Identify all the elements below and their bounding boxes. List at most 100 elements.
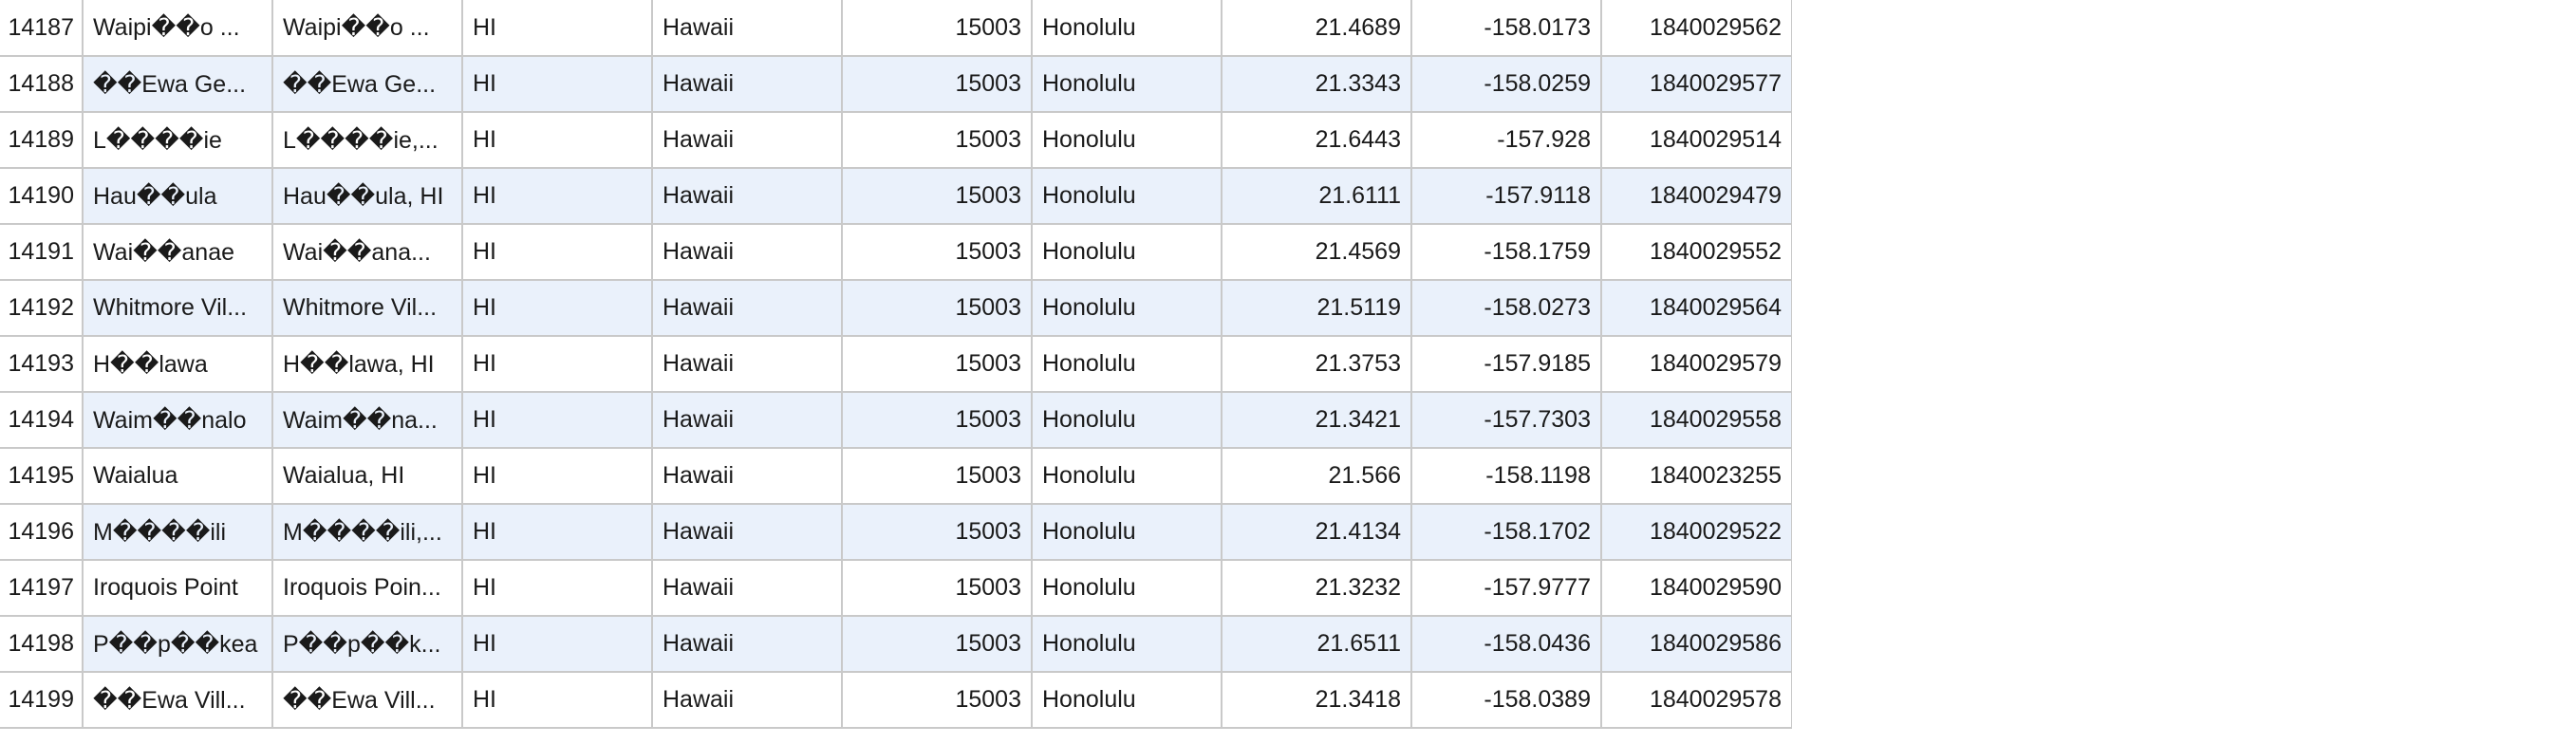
row-number[interactable]: 14187	[0, 0, 84, 57]
cell-state-name[interactable]: Hawaii	[652, 392, 843, 449]
cell-state-id[interactable]: HI	[462, 616, 653, 673]
cell-id[interactable]: 1840029590	[1601, 560, 1792, 617]
cell-county-fips[interactable]: 15003	[842, 56, 1033, 113]
cell-county-fips[interactable]: 15003	[842, 336, 1033, 393]
cell-lng[interactable]: -158.0259	[1411, 56, 1602, 113]
cell-city[interactable]: Whitmore Vil...	[83, 280, 273, 337]
cell-city[interactable]: M����ili	[83, 504, 273, 561]
cell-lat[interactable]: 21.6443	[1222, 112, 1412, 169]
cell-state-id[interactable]: HI	[462, 672, 653, 729]
cell-id[interactable]: 1840029578	[1601, 672, 1792, 729]
cell-state-name[interactable]: Hawaii	[652, 280, 843, 337]
cell-lat[interactable]: 21.4134	[1222, 504, 1412, 561]
cell-lng[interactable]: -157.9777	[1411, 560, 1602, 617]
table-row[interactable]: 14193 H��lawa H��lawa, HI HI Hawaii 15003 Hono…	[0, 336, 1792, 393]
cell-city-state[interactable]: Waialua, HI	[272, 448, 463, 505]
cell-state-name[interactable]: Hawaii	[652, 112, 843, 169]
table-row[interactable]: 14191 Wai��anae Wai��ana... HI Hawaii 15003 Ho…	[0, 224, 1792, 281]
cell-lat[interactable]: 21.6511	[1222, 616, 1412, 673]
cell-city[interactable]: Wai��anae	[83, 224, 273, 281]
cell-id[interactable]: 1840029522	[1601, 504, 1792, 561]
cell-city[interactable]: L����ie	[83, 112, 273, 169]
table-row[interactable]: 14197 Iroquois Point Iroquois Poin... HI Haw…	[0, 560, 1792, 617]
cell-lat[interactable]: 21.566	[1222, 448, 1412, 505]
cell-county-name[interactable]: Honolulu	[1032, 56, 1223, 113]
row-number[interactable]: 14198	[0, 616, 84, 673]
row-number[interactable]: 14191	[0, 224, 84, 281]
row-number[interactable]: 14194	[0, 392, 84, 449]
cell-lng[interactable]: -157.9118	[1411, 168, 1602, 225]
cell-county-fips[interactable]: 15003	[842, 224, 1033, 281]
cell-county-fips[interactable]: 15003	[842, 560, 1033, 617]
cell-state-name[interactable]: Hawaii	[652, 448, 843, 505]
cell-id[interactable]: 1840029558	[1601, 392, 1792, 449]
cell-county-name[interactable]: Honolulu	[1032, 392, 1223, 449]
cell-id[interactable]: 1840023255	[1601, 448, 1792, 505]
cell-city-state[interactable]: P��p��k...	[272, 616, 463, 673]
cell-county-name[interactable]: Honolulu	[1032, 0, 1223, 57]
cell-county-name[interactable]: Honolulu	[1032, 168, 1223, 225]
cell-county-fips[interactable]: 15003	[842, 392, 1033, 449]
cell-county-name[interactable]: Honolulu	[1032, 280, 1223, 337]
table-row[interactable]: 14188 ��Ewa Ge... ��Ewa Ge... HI Hawaii 15003…	[0, 56, 1792, 113]
table-row[interactable]: 14189 L����ie L����ie,... HI Hawaii 15003 Hono…	[0, 112, 1792, 169]
cell-city-state[interactable]: Hau��ula, HI	[272, 168, 463, 225]
cell-county-name[interactable]: Honolulu	[1032, 112, 1223, 169]
cell-city-state[interactable]: Wai��ana...	[272, 224, 463, 281]
cell-lng[interactable]: -157.7303	[1411, 392, 1602, 449]
cell-lat[interactable]: 21.3753	[1222, 336, 1412, 393]
cell-city[interactable]: Iroquois Point	[83, 560, 273, 617]
cell-state-name[interactable]: Hawaii	[652, 560, 843, 617]
table-row[interactable]: 14196 M����ili M����ili,... HI Hawaii 15003 Ho…	[0, 504, 1792, 561]
row-number[interactable]: 14189	[0, 112, 84, 169]
table-row[interactable]: 14190 Hau��ula Hau��ula, HI HI Hawaii 15003 Ho…	[0, 168, 1792, 225]
cell-lng[interactable]: -158.1702	[1411, 504, 1602, 561]
cell-state-id[interactable]: HI	[462, 560, 653, 617]
cell-lng[interactable]: -157.9185	[1411, 336, 1602, 393]
cell-lat[interactable]: 21.6111	[1222, 168, 1412, 225]
cell-lat[interactable]: 21.3418	[1222, 672, 1412, 729]
row-number[interactable]: 14192	[0, 280, 84, 337]
cell-lng[interactable]: -158.0173	[1411, 0, 1602, 57]
cell-county-name[interactable]: Honolulu	[1032, 336, 1223, 393]
cell-county-name[interactable]: Honolulu	[1032, 224, 1223, 281]
cell-state-id[interactable]: HI	[462, 504, 653, 561]
row-number[interactable]: 14188	[0, 56, 84, 113]
table-row[interactable]: 14194 Waim��nalo Waim��na... HI Hawaii 15003 H…	[0, 392, 1792, 449]
cell-state-id[interactable]: HI	[462, 224, 653, 281]
cell-lng[interactable]: -158.1198	[1411, 448, 1602, 505]
cell-county-fips[interactable]: 15003	[842, 504, 1033, 561]
cell-city[interactable]: ��Ewa Vill...	[83, 672, 273, 729]
cell-city-state[interactable]: ��Ewa Ge...	[272, 56, 463, 113]
cell-city[interactable]: P��p��kea	[83, 616, 273, 673]
cell-state-id[interactable]: HI	[462, 392, 653, 449]
cell-id[interactable]: 1840029577	[1601, 56, 1792, 113]
row-number[interactable]: 14199	[0, 672, 84, 729]
cell-county-fips[interactable]: 15003	[842, 448, 1033, 505]
cell-city[interactable]: Hau��ula	[83, 168, 273, 225]
cell-lat[interactable]: 21.3232	[1222, 560, 1412, 617]
cell-lat[interactable]: 21.4569	[1222, 224, 1412, 281]
cell-lat[interactable]: 21.5119	[1222, 280, 1412, 337]
cell-id[interactable]: 1840029562	[1601, 0, 1792, 57]
cell-lng[interactable]: -158.0389	[1411, 672, 1602, 729]
cell-city-state[interactable]: H��lawa, HI	[272, 336, 463, 393]
cell-state-id[interactable]: HI	[462, 0, 653, 57]
cell-id[interactable]: 1840029514	[1601, 112, 1792, 169]
cell-state-id[interactable]: HI	[462, 112, 653, 169]
cell-state-name[interactable]: Hawaii	[652, 504, 843, 561]
cell-city-state[interactable]: Iroquois Poin...	[272, 560, 463, 617]
cell-state-id[interactable]: HI	[462, 56, 653, 113]
table-row[interactable]: 14195 Waialua Waialua, HI HI Hawaii 15003 Hono…	[0, 448, 1792, 505]
cell-county-fips[interactable]: 15003	[842, 112, 1033, 169]
cell-county-name[interactable]: Honolulu	[1032, 448, 1223, 505]
table-row[interactable]: 14198 P��p��kea P��p��k... HI Hawaii 15003 Hon…	[0, 616, 1792, 673]
cell-county-fips[interactable]: 15003	[842, 0, 1033, 57]
cell-state-name[interactable]: Hawaii	[652, 0, 843, 57]
cell-county-name[interactable]: Honolulu	[1032, 672, 1223, 729]
row-number[interactable]: 14195	[0, 448, 84, 505]
cell-lat[interactable]: 21.3421	[1222, 392, 1412, 449]
cell-state-name[interactable]: Hawaii	[652, 336, 843, 393]
cell-county-fips[interactable]: 15003	[842, 616, 1033, 673]
cell-city-state[interactable]: L����ie,...	[272, 112, 463, 169]
